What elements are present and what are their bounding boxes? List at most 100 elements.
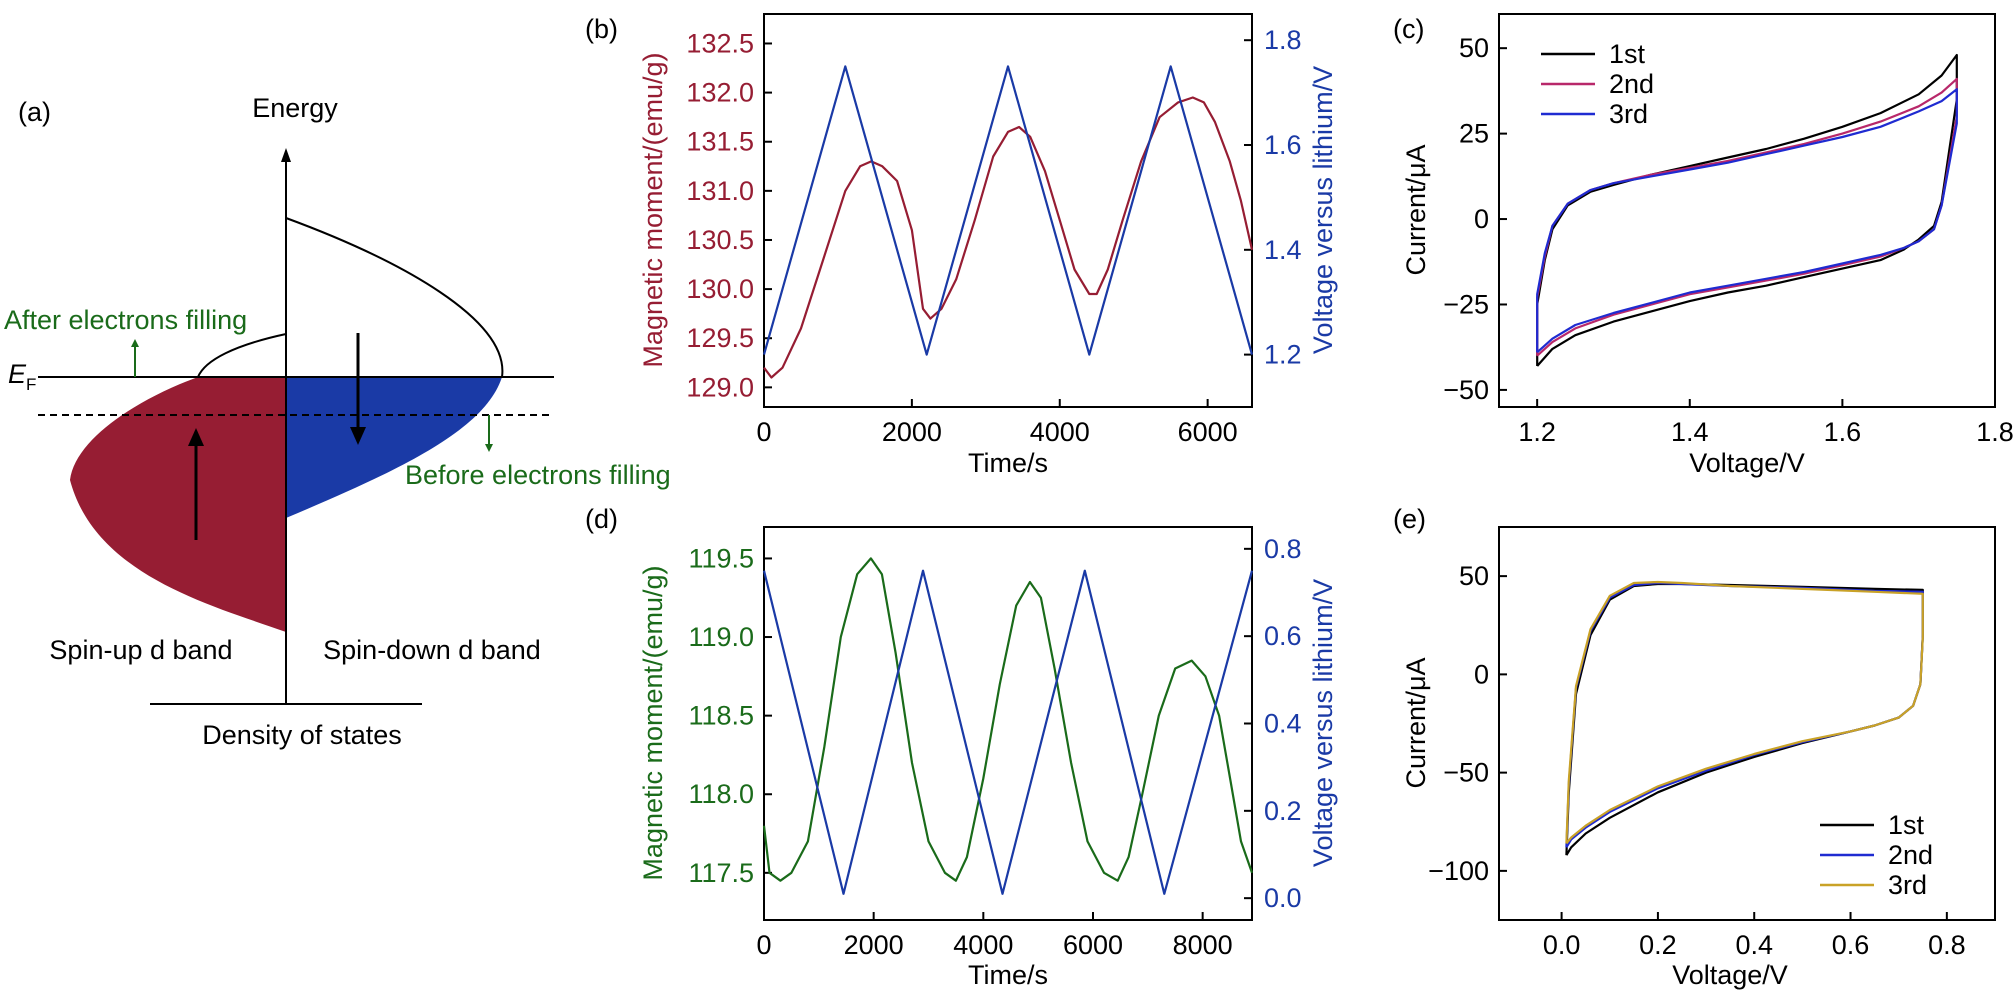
panel-c-x-tick-label: 1.2 <box>1518 417 1556 447</box>
panel-b-y-right-tick-label: 1.2 <box>1264 340 1302 370</box>
panel-d-y-tick-label: 117.5 <box>688 858 754 888</box>
panel-c-series-1st-line <box>1536 53 1958 367</box>
panel-e-y-tick-label: 0 <box>1474 659 1489 689</box>
after-electrons-filling-label: After electrons filling <box>4 305 247 335</box>
panel-d-y-right-tick-label: 0.2 <box>1264 796 1302 826</box>
panel-b-y-tick-label: 131.5 <box>686 127 754 157</box>
panel-b-y-tick-label: 130.0 <box>686 274 754 304</box>
panel-c-label: (c) <box>1393 14 1424 44</box>
spin-up-band-fill <box>70 377 286 632</box>
density-of-states-label: Density of states <box>202 720 402 750</box>
panel-d-label: (d) <box>585 504 618 534</box>
panel-b-y-right-tick-label: 1.6 <box>1264 130 1302 160</box>
panel-b-y-right-tick-label: 1.4 <box>1264 235 1302 265</box>
panel-b-y-tick-label: 130.5 <box>686 225 754 255</box>
panel-e-x-tick-label: 0.4 <box>1735 930 1773 960</box>
spin-up-arrow-icon <box>188 428 204 446</box>
panel-e-y-tick-label: −50 <box>1443 758 1489 788</box>
panel-b-x-tick-label: 4000 <box>1030 417 1090 447</box>
panel-e-label: (e) <box>1393 504 1426 534</box>
panel-e-y-label: Current/μA <box>1401 657 1431 788</box>
panel-d: (d) 0 2000 4000 6000 8000 117.5 118.0 118.5 119.… <box>585 504 1338 990</box>
panel-b-series-right-line <box>762 65 1254 356</box>
panel-d-y-right-tick-label: 0.0 <box>1264 883 1302 913</box>
panel-d-y-right-label: Voltage versus lithium/V <box>1308 579 1338 867</box>
panel-d-series-left-line <box>762 557 1254 882</box>
panel-d-series-right-line <box>762 569 1254 895</box>
panel-c-x-tick-label: 1.8 <box>1976 417 2014 447</box>
panel-d-y-tick-label: 118.0 <box>688 779 754 809</box>
panel-b-y-tick-label: 131.0 <box>686 176 754 206</box>
panel-c-x-tick-label: 1.4 <box>1671 417 1709 447</box>
panel-b-marks: 0 2000 4000 6000 129.0 129.5 130.0 130.5 131.0 13… <box>686 25 1301 447</box>
panel-b-x-label: Time/s <box>968 448 1048 478</box>
panel-e-legend-label: 2nd <box>1888 840 1933 870</box>
panel-d-y-right-tick-label: 0.6 <box>1264 621 1302 651</box>
panel-e-x-label: Voltage/V <box>1672 960 1788 990</box>
panel-c-y-label: Current/μA <box>1401 144 1431 275</box>
panel-e-x-tick-label: 0.2 <box>1639 930 1677 960</box>
spin-up-d-band-label: Spin-up d band <box>49 635 232 665</box>
before-electrons-filling-label: Before electrons filling <box>405 460 671 490</box>
panel-c-legend-label: 3rd <box>1609 99 1648 129</box>
panel-e-x-tick-label: 0.6 <box>1832 930 1870 960</box>
panel-b-y-tick-label: 132.5 <box>686 28 754 58</box>
panel-d-y-tick-label: 119.5 <box>688 543 754 573</box>
panel-c-y-tick-label: 25 <box>1459 119 1489 149</box>
panel-e-legend-label: 1st <box>1888 810 1925 840</box>
panel-b-x-tick-label: 2000 <box>882 417 942 447</box>
panel-d-x-tick-label: 0 <box>756 930 771 960</box>
panel-c-plot-frame <box>1498 13 1996 408</box>
panel-d-x-tick-label: 8000 <box>1173 930 1233 960</box>
panel-c-x-tick-label: 1.6 <box>1824 417 1862 447</box>
panel-d-x-tick-label: 4000 <box>953 930 1013 960</box>
spin-down-band-fill <box>286 377 502 518</box>
fermi-symbol: E <box>8 359 27 389</box>
panel-a-label: (a) <box>18 97 51 127</box>
panel-b-y-right-tick-label: 1.8 <box>1264 25 1302 55</box>
panel-d-y-tick-label: 119.0 <box>688 622 754 652</box>
panel-d-y-right-tick-label: 0.4 <box>1264 709 1302 739</box>
panel-e-x-tick-label: 0.8 <box>1928 930 1966 960</box>
panel-d-y-left-label: Magnetic moment/(emu/g) <box>638 565 668 880</box>
panel-d-plot-frame <box>763 526 1253 921</box>
panel-b-series-left-line <box>763 96 1254 379</box>
panel-b: (b) 0 2000 4000 6000 129.0 129.5 130.0 130.5 131… <box>585 13 1338 478</box>
panel-e-y-tick-label: 50 <box>1459 561 1489 591</box>
panel-b-y-left-label: Magnetic moment/(emu/g) <box>638 52 668 367</box>
panel-c-legend-label: 1st <box>1609 39 1646 69</box>
panel-b-x-tick-label: 0 <box>756 417 771 447</box>
panel-c-legend-label: 2nd <box>1609 69 1654 99</box>
panel-b-y-right-label: Voltage versus lithium/V <box>1308 66 1338 354</box>
panel-e-series-3rd-line <box>1565 580 1924 845</box>
panel-d-x-tick-label: 6000 <box>1063 930 1123 960</box>
after-filling-pointer-arrow-icon <box>131 339 139 347</box>
panel-c-y-tick-label: 50 <box>1459 33 1489 63</box>
before-filling-pointer-arrow-icon <box>485 444 493 452</box>
panel-c-y-tick-label: 0 <box>1474 204 1489 234</box>
panel-d-x-tick-label: 2000 <box>844 930 904 960</box>
panel-c-y-tick-label: −25 <box>1443 289 1489 319</box>
panel-e-x-tick-label: 0.0 <box>1543 930 1581 960</box>
panel-b-label: (b) <box>585 14 618 44</box>
spin-up-band-outline <box>197 333 287 378</box>
panel-d-x-label: Time/s <box>968 960 1048 990</box>
panel-c-series-3rd-line <box>1536 88 1958 354</box>
panel-b-x-tick-label: 6000 <box>1178 417 1238 447</box>
spin-down-d-band-label: Spin-down d band <box>323 635 541 665</box>
panel-b-y-tick-label: 129.5 <box>686 323 754 353</box>
panel-e-legend-label: 3rd <box>1888 870 1927 900</box>
panel-e-y-tick-label: −100 <box>1428 856 1489 886</box>
panel-d-y-tick-label: 118.5 <box>688 701 754 731</box>
spin-down-band-outline <box>285 217 504 378</box>
panel-e-plot-frame <box>1498 526 1996 921</box>
fermi-subscript: F <box>26 375 36 394</box>
energy-axis-label: Energy <box>252 93 338 123</box>
panel-e-series-1st-line <box>1565 582 1924 856</box>
panel-b-y-tick-label: 129.0 <box>686 372 754 402</box>
